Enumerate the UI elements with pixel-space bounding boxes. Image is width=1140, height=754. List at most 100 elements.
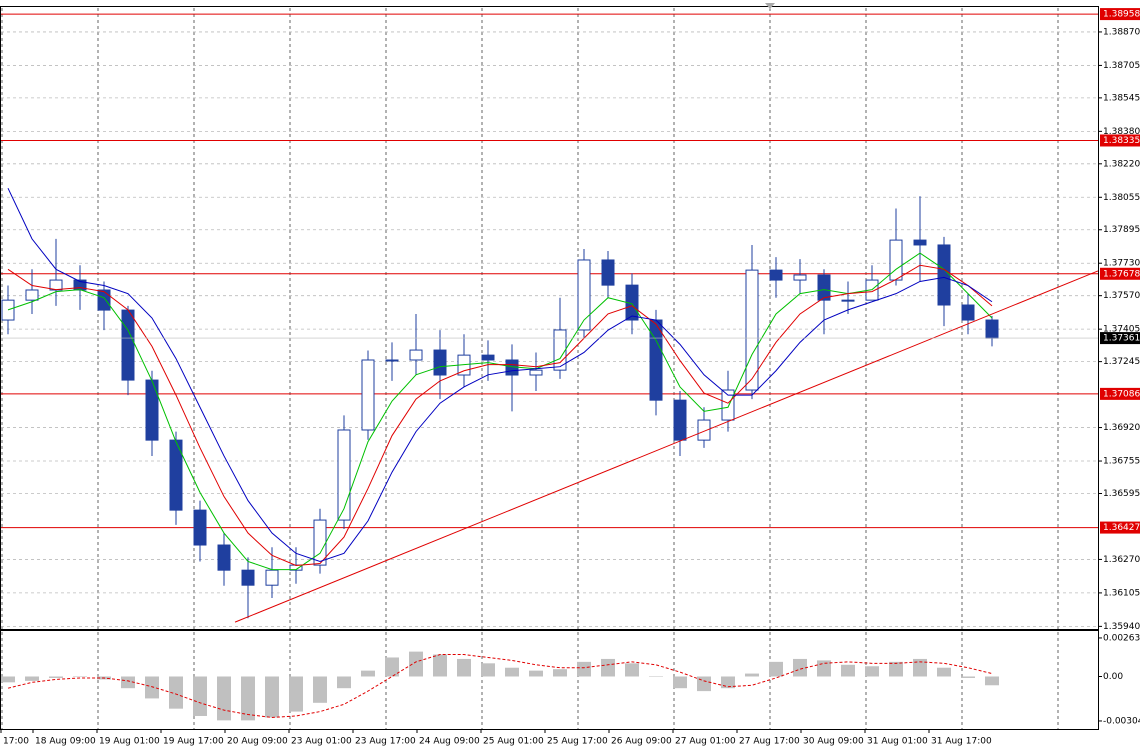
x-tick-label: 24 Aug 09:00	[419, 737, 480, 747]
candle-body	[97, 289, 111, 311]
candle-body	[169, 439, 183, 511]
x-tick-label: 25 Aug 01:00	[483, 737, 544, 747]
candle-body	[145, 379, 159, 441]
macd-bar	[601, 658, 615, 677]
grid-layer	[1, 8, 1098, 729]
x-tick-label: 27 Aug 01:00	[675, 737, 736, 747]
macd-bar	[529, 670, 543, 677]
candle-body	[433, 349, 447, 376]
macd-bar	[841, 664, 855, 677]
y-tick-label: 1.38545	[1103, 93, 1140, 103]
macd-bar	[649, 676, 663, 677]
candle-body	[337, 429, 351, 521]
x-tick-label: 20 Aug 09:00	[227, 737, 288, 747]
candle-body	[649, 319, 663, 401]
x-tick-label: 31 Aug 17:00	[931, 737, 992, 747]
moving-average	[7, 264, 993, 567]
candle-body	[865, 279, 879, 301]
macd-bar	[121, 676, 135, 689]
y-tick-label: 1.36595	[1103, 489, 1140, 499]
level-label-box	[1100, 267, 1140, 280]
candle-body	[385, 359, 399, 362]
candle-body	[1, 299, 15, 321]
x-tick-label: 17:00	[3, 737, 29, 747]
macd-bar	[193, 676, 207, 716]
y-tick-label: 1.37895	[1103, 225, 1140, 235]
macd-bar	[73, 676, 87, 677]
macd-bar	[793, 658, 807, 677]
macd-bar	[49, 676, 63, 678]
x-tick-label: 23 Aug 01:00	[291, 737, 352, 747]
level-label: 1.37086	[1103, 389, 1140, 399]
macd-bar	[1, 676, 15, 683]
macd-bar	[937, 667, 951, 677]
macd-bar	[697, 676, 711, 692]
x-tick-label: 19 Aug 17:00	[163, 737, 224, 747]
level-label-box	[1100, 8, 1140, 21]
level-label: 1.38958	[1103, 10, 1140, 20]
x-tick-label: 25 Aug 17:00	[547, 737, 608, 747]
macd-bar	[481, 663, 495, 677]
x-tick-label: 23 Aug 17:00	[355, 737, 416, 747]
y-tick-label: 1.36755	[1103, 457, 1140, 467]
y-tick-label: 1.38705	[1103, 61, 1140, 71]
candle-body	[697, 419, 711, 441]
macd-y-tick-label: 0.002635	[1103, 633, 1140, 643]
candle-body	[361, 359, 375, 431]
candle-body	[889, 239, 903, 281]
candle-body	[241, 569, 255, 586]
macd-bar	[409, 651, 423, 677]
x-tick-label: 18 Aug 09:00	[35, 737, 96, 747]
macd-bar	[313, 676, 327, 703]
moving-average	[7, 187, 993, 562]
candle-body	[121, 309, 135, 381]
main-panel-frame	[0, 6, 1099, 630]
macd-bar	[769, 661, 783, 677]
macd-bar	[289, 676, 303, 712]
candle-body	[217, 544, 231, 571]
macd-bar	[265, 676, 279, 718]
macd-bar	[385, 657, 399, 677]
candle-body	[913, 239, 927, 246]
y-tick-label: 1.36920	[1103, 423, 1140, 433]
candle-body	[265, 569, 279, 586]
macd-bar	[865, 666, 879, 677]
macd-bar	[985, 676, 999, 686]
macd-bar	[913, 658, 927, 677]
x-tick-label: 31 Aug 01:00	[867, 737, 928, 747]
macd-bar	[145, 676, 159, 699]
y-tick-label: 1.38380	[1103, 127, 1140, 137]
current-price-box	[1100, 332, 1140, 345]
candle-body	[529, 369, 543, 376]
candle-body	[793, 274, 807, 281]
macd-panel-frame	[0, 630, 1099, 730]
y-tick-label: 1.37405	[1103, 325, 1140, 335]
candle-body	[25, 289, 39, 301]
macd-y-tick-label: 0.00	[1103, 672, 1123, 682]
macd-bar	[721, 676, 735, 689]
candle-body	[721, 389, 735, 421]
level-label: 1.38335	[1103, 136, 1140, 146]
macd-signal	[7, 654, 993, 718]
macd-bar	[169, 676, 183, 709]
macd-bar	[457, 658, 471, 677]
x-tick-label: 26 Aug 09:00	[611, 737, 672, 747]
candle-body	[817, 274, 831, 301]
candle-body	[841, 299, 855, 302]
macd-bar	[817, 660, 831, 677]
macd-bar	[745, 673, 759, 677]
y-tick-label: 1.38870	[1103, 27, 1140, 37]
y-tick-label: 1.38220	[1103, 159, 1140, 169]
level-label-box	[1100, 521, 1140, 534]
level-label-box	[1100, 387, 1140, 400]
macd-bar	[25, 676, 39, 681]
candle-body	[985, 319, 999, 339]
candle-body	[769, 269, 783, 281]
macd-bar	[673, 676, 687, 689]
y-tick-label: 1.38055	[1103, 193, 1140, 203]
y-tick-label: 1.37570	[1103, 291, 1140, 301]
y-tick-label: 1.37730	[1103, 259, 1140, 269]
macd-bar	[961, 676, 975, 678]
trendline	[234, 270, 1099, 623]
